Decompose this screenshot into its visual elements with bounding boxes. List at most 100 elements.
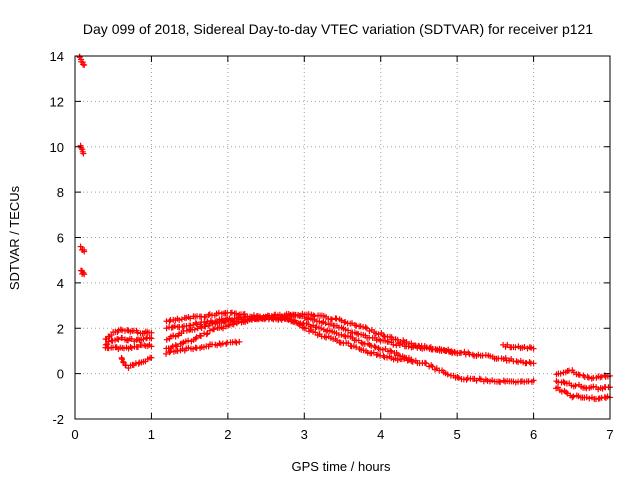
point-track-G [408, 358, 415, 365]
point-track-I [163, 350, 170, 357]
point-track-E [423, 360, 430, 367]
point-track-F [171, 323, 178, 330]
point-burst-4.5 [81, 271, 88, 278]
point-track-G [293, 319, 300, 326]
point-track-H [198, 333, 205, 340]
point-track-K [557, 370, 564, 377]
x-tick-label: 4 [377, 427, 384, 442]
point-track-G [222, 318, 229, 325]
point-track-G [373, 351, 380, 358]
x-tick-label: 0 [71, 427, 78, 442]
chart-title: Day 099 of 2018, Sidereal Day-to-day VTE… [83, 21, 593, 37]
point-track-E [318, 325, 325, 332]
point-track-F [380, 332, 387, 339]
point-track-H [230, 321, 237, 328]
point-track-G [191, 326, 198, 333]
point-burst-5.5 [77, 243, 84, 250]
point-track-G [209, 320, 216, 327]
x-tick-label: 7 [606, 427, 613, 442]
point-track-M [570, 393, 577, 400]
point-track-A [148, 329, 155, 336]
point-track-D [119, 356, 126, 363]
point-track-E [388, 348, 395, 355]
y-axis: -2 0 2 4 6 8 10 12 14 [50, 49, 610, 427]
point-track-G [220, 319, 227, 326]
point-track-I [185, 344, 192, 351]
point-track-I [233, 339, 240, 346]
point-track-E [530, 377, 537, 384]
point-track-E [495, 378, 502, 385]
y-tick-label: -2 [52, 412, 64, 427]
point-track-J [521, 343, 528, 350]
point-track-H [454, 350, 461, 357]
point-track-E [233, 310, 240, 317]
point-track-B [105, 338, 112, 345]
point-track-K [580, 372, 587, 379]
point-track-E [454, 373, 461, 380]
point-track-G [394, 357, 401, 364]
point-burst-10 [80, 150, 87, 157]
x-tick-label: 5 [454, 427, 461, 442]
point-track-E [497, 379, 504, 386]
point-track-E [455, 374, 462, 381]
point-track-H [172, 342, 179, 349]
point-track-F [526, 359, 533, 366]
y-axis-label: SDTVAR / TECUs [7, 185, 22, 290]
point-track-H [185, 337, 192, 344]
x-tick-label: 1 [148, 427, 155, 442]
x-tick-label: 2 [224, 427, 231, 442]
point-track-G [353, 344, 360, 351]
point-track-F [333, 315, 340, 322]
point-track-H [440, 347, 447, 354]
point-track-F [530, 360, 537, 367]
point-track-E [473, 377, 480, 384]
x-tick-label: 3 [301, 427, 308, 442]
point-track-E [387, 347, 394, 354]
point-track-B [148, 335, 155, 342]
point-track-F [328, 316, 335, 323]
point-track-F [192, 319, 199, 326]
point-track-H [173, 343, 180, 350]
point-track-C [128, 344, 135, 351]
point-track-J [530, 345, 537, 352]
point-track-H [409, 343, 416, 350]
y-tick-label: 2 [57, 321, 64, 336]
point-track-H [211, 326, 218, 333]
point-track-E [444, 371, 451, 378]
point-track-E [476, 375, 483, 382]
point-track-E [187, 315, 194, 322]
point-track-A [134, 329, 141, 336]
point-track-E [215, 309, 222, 316]
point-track-C [148, 343, 155, 350]
point-track-B [140, 336, 147, 343]
x-axis: 0 1 2 3 4 5 6 7 [71, 56, 614, 442]
y-tick-label: 4 [57, 276, 64, 291]
point-track-L [560, 378, 567, 385]
y-tick-label: 6 [57, 231, 64, 246]
point-track-H [390, 341, 397, 348]
x-axis-label: GPS time / hours [292, 459, 391, 474]
point-track-M [569, 394, 576, 401]
point-track-G [302, 325, 309, 332]
point-track-H [203, 331, 210, 338]
point-track-F [515, 359, 522, 366]
point-track-E [358, 339, 365, 346]
point-track-H [322, 320, 329, 327]
point-track-A [117, 326, 124, 333]
point-track-G [296, 320, 303, 327]
point-track-F [351, 321, 358, 328]
point-track-L [572, 382, 579, 389]
point-track-B [143, 335, 150, 342]
point-track-B [115, 336, 122, 343]
point-track-G [163, 336, 170, 343]
point-track-F [362, 324, 369, 331]
point-track-D [148, 354, 155, 361]
data-points [76, 53, 613, 403]
point-burst-5.5 [81, 248, 88, 255]
point-track-G [172, 333, 179, 340]
point-track-G [202, 323, 209, 330]
point-track-H [193, 334, 200, 341]
point-track-E [371, 343, 378, 350]
point-track-M [586, 395, 593, 402]
